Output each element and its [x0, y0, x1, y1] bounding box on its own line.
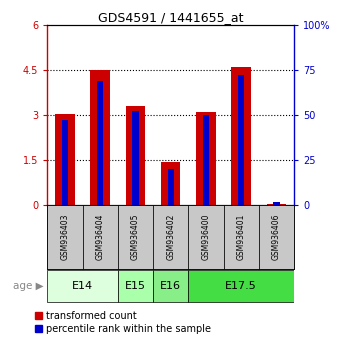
FancyBboxPatch shape — [259, 205, 294, 269]
FancyBboxPatch shape — [188, 270, 294, 302]
Text: GSM936403: GSM936403 — [61, 214, 69, 261]
FancyBboxPatch shape — [47, 270, 118, 302]
Bar — [203, 115, 209, 205]
Text: GSM936400: GSM936400 — [201, 214, 211, 261]
Bar — [267, 204, 286, 205]
FancyBboxPatch shape — [118, 205, 153, 269]
FancyBboxPatch shape — [82, 205, 118, 269]
Bar — [97, 81, 103, 205]
Text: GSM936405: GSM936405 — [131, 214, 140, 261]
Bar — [126, 106, 145, 205]
Bar — [232, 67, 251, 205]
Text: GSM936401: GSM936401 — [237, 214, 246, 261]
FancyBboxPatch shape — [153, 205, 188, 269]
FancyBboxPatch shape — [153, 270, 188, 302]
Bar — [132, 112, 139, 205]
FancyBboxPatch shape — [223, 205, 259, 269]
Text: GSM936402: GSM936402 — [166, 214, 175, 261]
Title: GDS4591 / 1441655_at: GDS4591 / 1441655_at — [98, 11, 243, 24]
Legend: transformed count, percentile rank within the sample: transformed count, percentile rank withi… — [35, 311, 211, 333]
FancyBboxPatch shape — [118, 270, 153, 302]
FancyBboxPatch shape — [188, 205, 223, 269]
Text: E14: E14 — [72, 281, 93, 291]
Bar — [238, 75, 244, 205]
Text: E17.5: E17.5 — [225, 281, 257, 291]
Text: GSM936406: GSM936406 — [272, 214, 281, 261]
Bar — [91, 70, 110, 205]
Text: age ▶: age ▶ — [13, 281, 44, 291]
Bar — [161, 162, 180, 205]
Bar — [62, 120, 68, 205]
Text: E16: E16 — [160, 281, 181, 291]
Bar — [273, 202, 280, 205]
FancyBboxPatch shape — [47, 205, 82, 269]
Text: GSM936404: GSM936404 — [96, 214, 105, 261]
Bar — [168, 169, 174, 205]
Bar — [196, 112, 216, 205]
Text: E15: E15 — [125, 281, 146, 291]
Bar — [55, 114, 75, 205]
